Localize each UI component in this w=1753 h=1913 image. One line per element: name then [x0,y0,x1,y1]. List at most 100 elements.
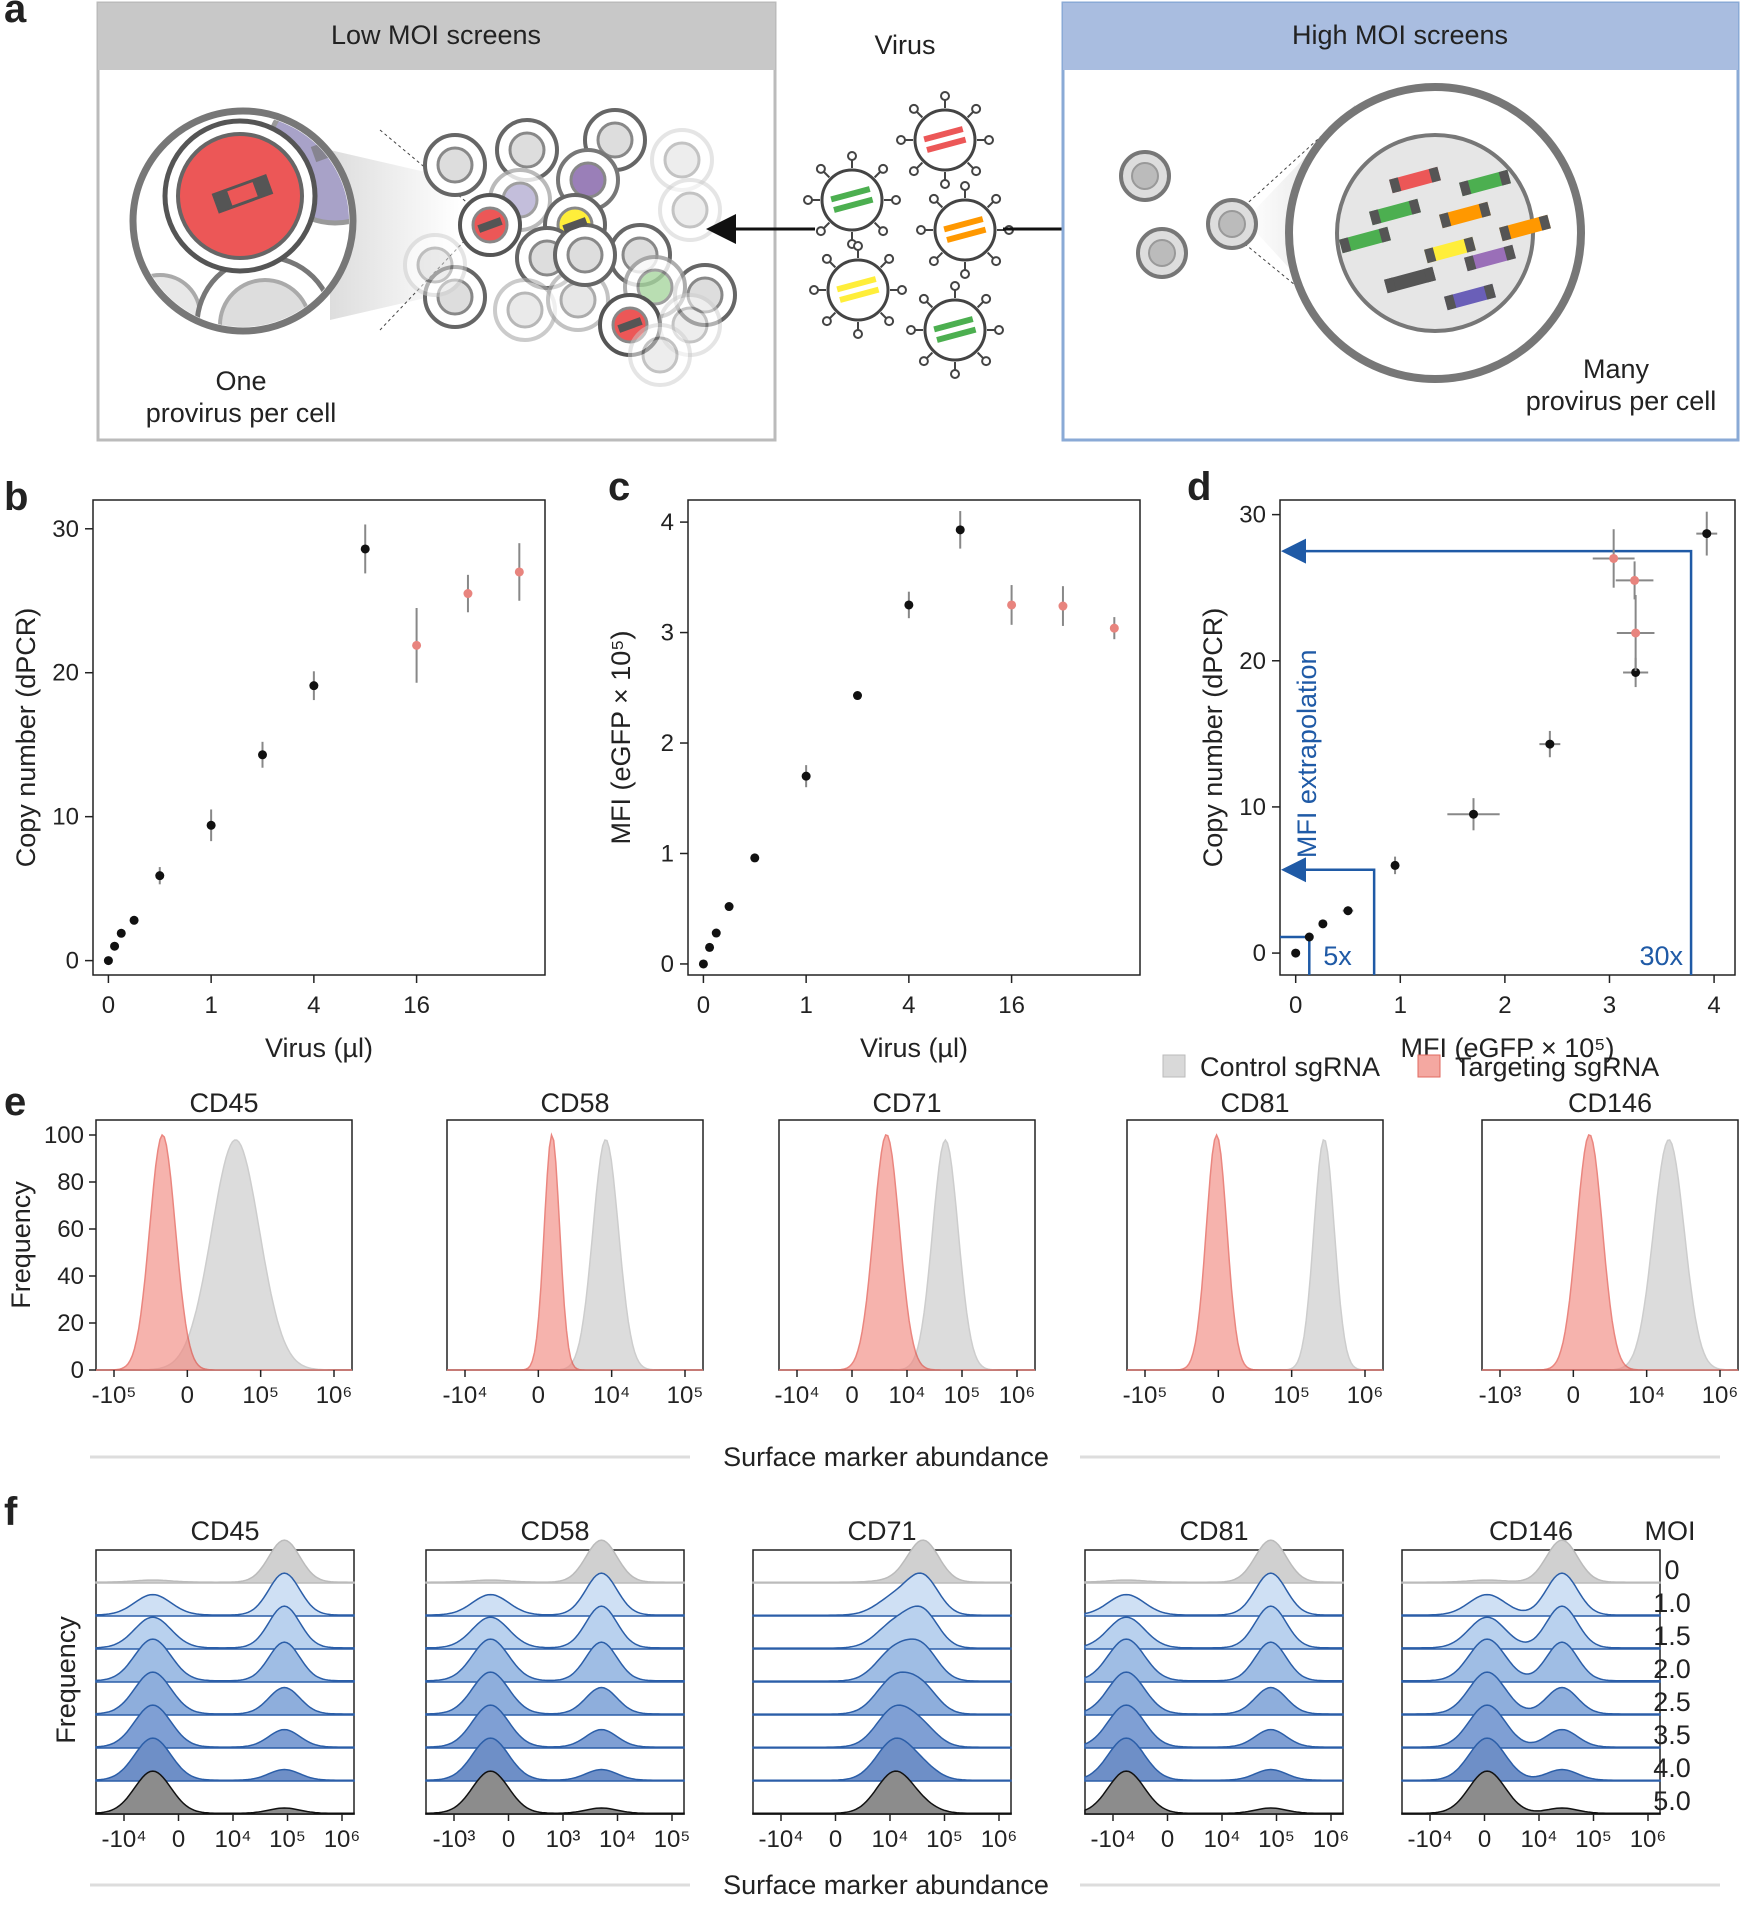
x-tick-label: 16 [998,992,1025,1019]
histogram-moi-row [95,1539,355,1584]
provirus-ltr [1538,214,1551,231]
y-tick-label: 1 [661,840,674,867]
x-tick-label: 10⁵ [1273,1382,1310,1409]
y-axis-label: Copy number (dPCR) [1198,608,1228,868]
data-point [1616,595,1655,671]
y-tick-label: 30 [1239,502,1266,529]
histogram-moi-row [752,1704,1012,1749]
provirus-icon [477,217,503,233]
data-point [116,928,126,938]
legend-targeting: Targeting sgRNA [1455,1052,1659,1082]
cell-icon [553,223,617,287]
x-tick-label: 0 [1212,1382,1225,1409]
x-tick-label: 10⁴ [599,1826,636,1853]
marker-5x-label: 5x [1323,941,1352,971]
provirus-ltr [1369,209,1382,226]
panel-label-a: a [4,0,27,31]
virus-capsid [923,298,987,362]
provirus-body [1384,266,1436,294]
point-marker [698,959,708,969]
histogram-moi-row [752,1539,1012,1584]
x-tick-label: 10⁵ [926,1826,963,1853]
chart-f: FrequencyMOI01.01.52.02.53.54.05.0CD45-1… [51,1516,1696,1853]
cell-nucleus [569,161,607,199]
plot-frame [1279,499,1736,976]
virus-spike-tip [991,256,1002,267]
x-tick-label: 10⁶ [316,1382,353,1409]
x-tick-label: 1 [204,992,217,1019]
point-marker [110,941,120,951]
virus-spike-tip [908,166,919,177]
cell-icon [423,133,487,197]
legend-swatch-targeting [1417,1054,1441,1078]
virus-spike-tip [821,253,832,264]
data-point [705,942,715,952]
provirus-icon [1384,266,1436,294]
virus-spike-tip [940,91,950,101]
plot-frame [687,499,1141,976]
histogram-moi-row [1401,1572,1661,1617]
provirus-icon [562,217,588,233]
moi-value: 3.5 [1653,1720,1691,1750]
virus-spike-tip [891,195,901,205]
histogram-moi-row [1084,1539,1344,1584]
cell-nucleus [663,141,701,179]
data-point [1318,919,1328,929]
x-tick-label: 0 [502,1826,515,1853]
virus-spike-tip [853,241,863,251]
provirus-icon [1369,198,1421,226]
x-tick-label: 1 [799,992,812,1019]
x-tick-label: 10⁵ [242,1382,279,1409]
marker-title: CD58 [520,1516,589,1546]
histogram-moi-row [1401,1539,1661,1584]
marker-title: CD58 [540,1088,609,1118]
provirus-icon [936,326,977,343]
point-marker [1630,575,1640,585]
low-moi-title: Low MOI screens [331,20,541,50]
point-marker [206,820,216,830]
point-marker [1390,860,1400,870]
point-marker [1007,600,1017,610]
virus-spike-tip [918,293,929,304]
histogram-control [96,1139,352,1371]
point-marker [1109,623,1119,633]
extrapolation-arrow-5x [1281,857,1376,975]
provirus-ltr [1423,266,1436,283]
histogram-moi-row [425,1737,685,1782]
point-marker [463,589,473,599]
high-moi-title: High MOI screens [1292,20,1508,50]
histogram-moi-row [425,1638,685,1683]
virus-group [803,91,1014,379]
y-tick-label: 40 [57,1263,84,1290]
cell-icon [493,278,557,342]
point-marker [1291,948,1301,958]
provirus-icon [1339,226,1391,254]
point-marker [711,928,721,938]
x-tick-label: 10⁴ [593,1382,630,1409]
virus-icon [916,181,1014,279]
histogram-moi-row [95,1737,355,1782]
histogram-targeting [1482,1134,1738,1371]
point-marker [155,871,165,881]
point-marker [904,600,914,610]
virus-spike-tip [994,325,1004,335]
cell-icon [495,118,559,182]
x-tick-label: 0 [1161,1826,1174,1853]
x-tick-label: -10⁴ [1408,1826,1453,1853]
virus-spike-tip [815,163,826,174]
plot-frame [446,1119,704,1371]
y-tick-label: 0 [71,1357,84,1384]
virus-spike-tip [884,316,895,327]
data-point [103,956,113,966]
x-tick-label: 10³ [546,1826,581,1853]
point-marker [1631,667,1641,677]
virus-spike-tip [928,193,939,204]
panel-label-c: c [608,465,630,509]
x-tick-label: 10⁶ [1630,1826,1667,1853]
provirus-ltr [1459,180,1472,197]
marker-30x-label: 30x [1640,941,1684,971]
provirus-icon [943,216,984,233]
histogram-moi-row [1084,1572,1344,1617]
provirus-ltr [1378,226,1391,243]
virus-icon [906,281,1004,379]
